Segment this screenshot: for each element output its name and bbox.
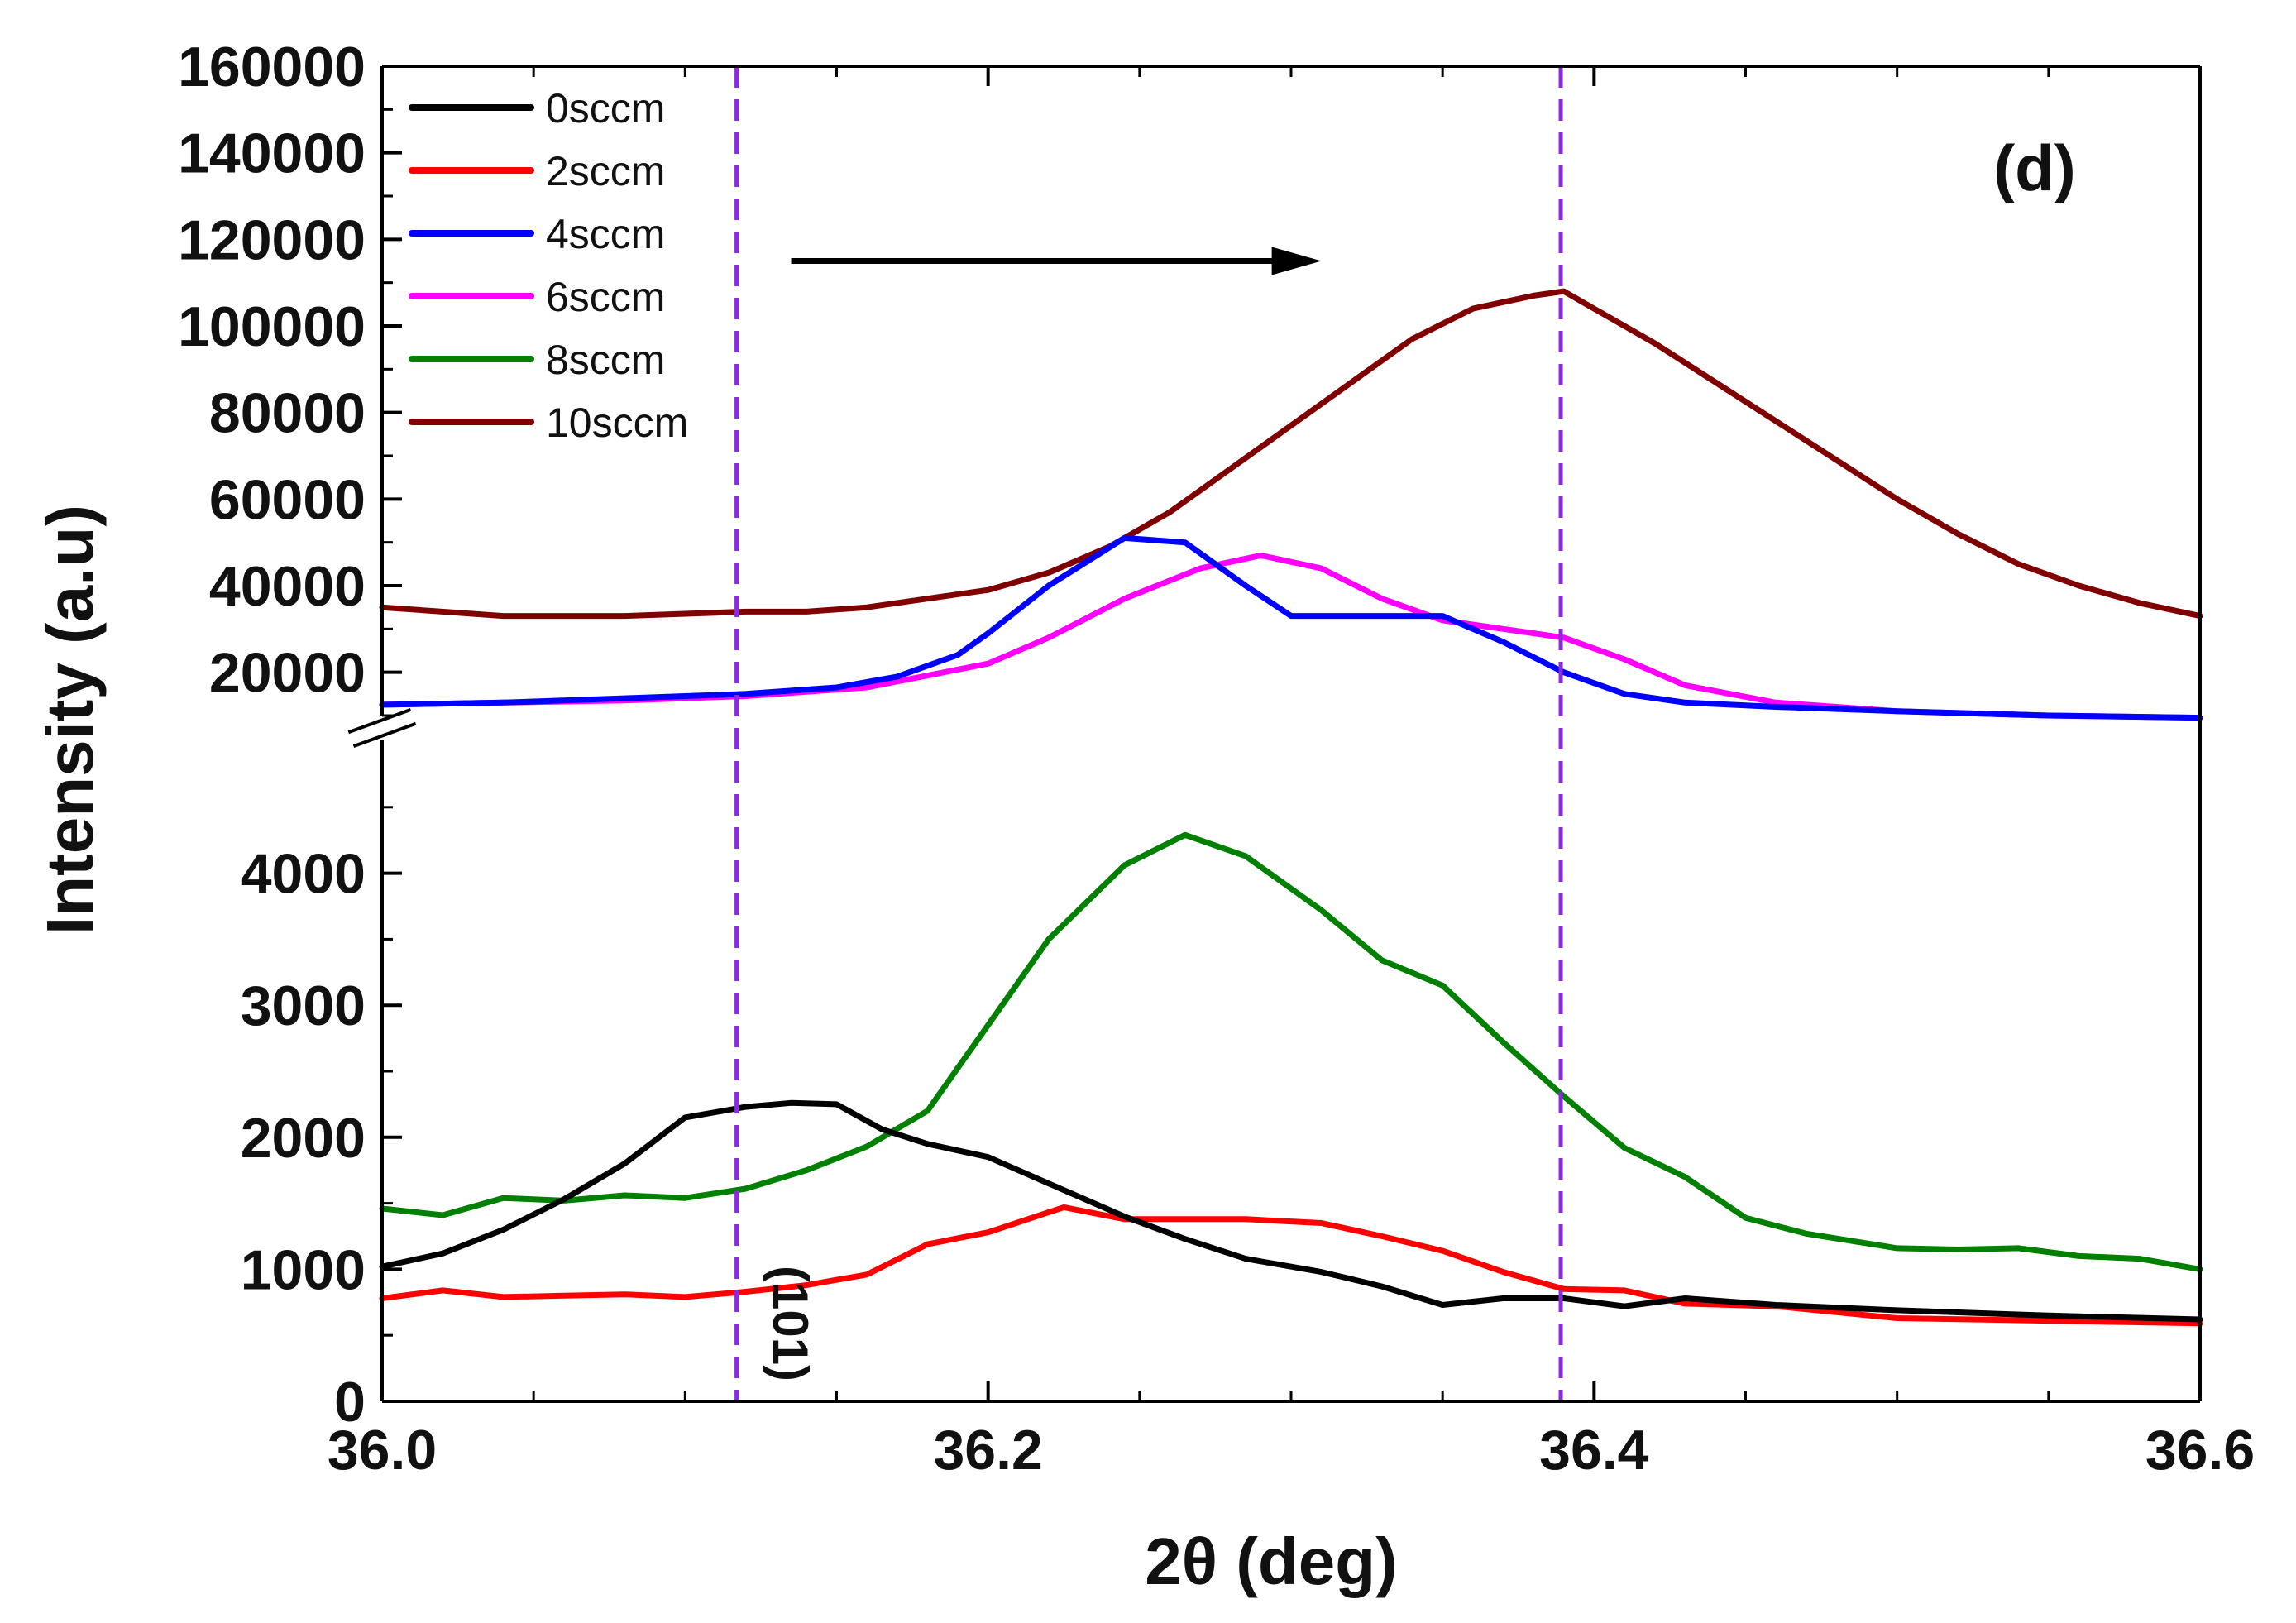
y-tick-label: 100000 — [178, 295, 366, 358]
axis-break-gap — [344, 709, 420, 747]
y-tick-label: 0 — [334, 1371, 366, 1434]
y-tick-label: 4000 — [241, 843, 366, 906]
y-tick-label: 3000 — [241, 974, 366, 1037]
axis-break-mark — [347, 707, 412, 735]
shift-arrow — [791, 247, 1322, 275]
legend-label-2sccm: 2sccm — [546, 148, 665, 194]
series-line-4sccm — [379, 534, 2203, 721]
reference-lines — [734, 66, 1563, 1401]
shift-arrow-head — [1271, 247, 1322, 275]
y-tick-label: 20000 — [209, 642, 366, 705]
panel-label: (d) — [1993, 132, 2076, 204]
axis-break-mark — [352, 721, 417, 749]
legend: 0sccm 2sccm 4sccm 6sccm 8sccm 10sccm — [409, 85, 688, 446]
x-axis-title: 2θ (deg) — [1145, 1525, 1397, 1598]
legend-label-8sccm: 8sccm — [546, 337, 665, 383]
y-axis-title: Intensity (a.u) — [33, 505, 107, 935]
y-tick-label: 60000 — [209, 468, 366, 531]
plot-series — [379, 288, 2203, 1327]
series-line-10sccm — [379, 288, 2203, 620]
y-tick-label: 120000 — [178, 208, 366, 271]
y-tick-label: 140000 — [178, 122, 366, 185]
peak-annotation: (101) — [763, 1266, 818, 1381]
legend-label-10sccm: 10sccm — [546, 400, 688, 446]
series-line-8sccm — [379, 831, 2203, 1272]
series-line-0sccm — [379, 1099, 2203, 1323]
x-tick-label: 36.4 — [1539, 1419, 1649, 1482]
y-tick-label: 1000 — [241, 1238, 366, 1301]
tick-labels: 36.0 36.2 36.4 36.6160000140000120000100000… — [178, 36, 2255, 1482]
legend-label-6sccm: 6sccm — [546, 274, 665, 320]
x-tick-label: 36.6 — [2145, 1419, 2255, 1482]
x-tick-label: 36.2 — [933, 1419, 1042, 1482]
y-tick-label: 40000 — [209, 555, 366, 618]
axis-frame — [344, 65, 2202, 1403]
y-tick-label: 160000 — [178, 36, 366, 98]
x-tick-label: 36.0 — [328, 1419, 437, 1482]
y-tick-label: 2000 — [241, 1107, 366, 1170]
y-tick-label: 80000 — [209, 382, 366, 445]
legend-label-4sccm: 4sccm — [546, 211, 665, 257]
legend-label-0sccm: 0sccm — [546, 85, 665, 132]
